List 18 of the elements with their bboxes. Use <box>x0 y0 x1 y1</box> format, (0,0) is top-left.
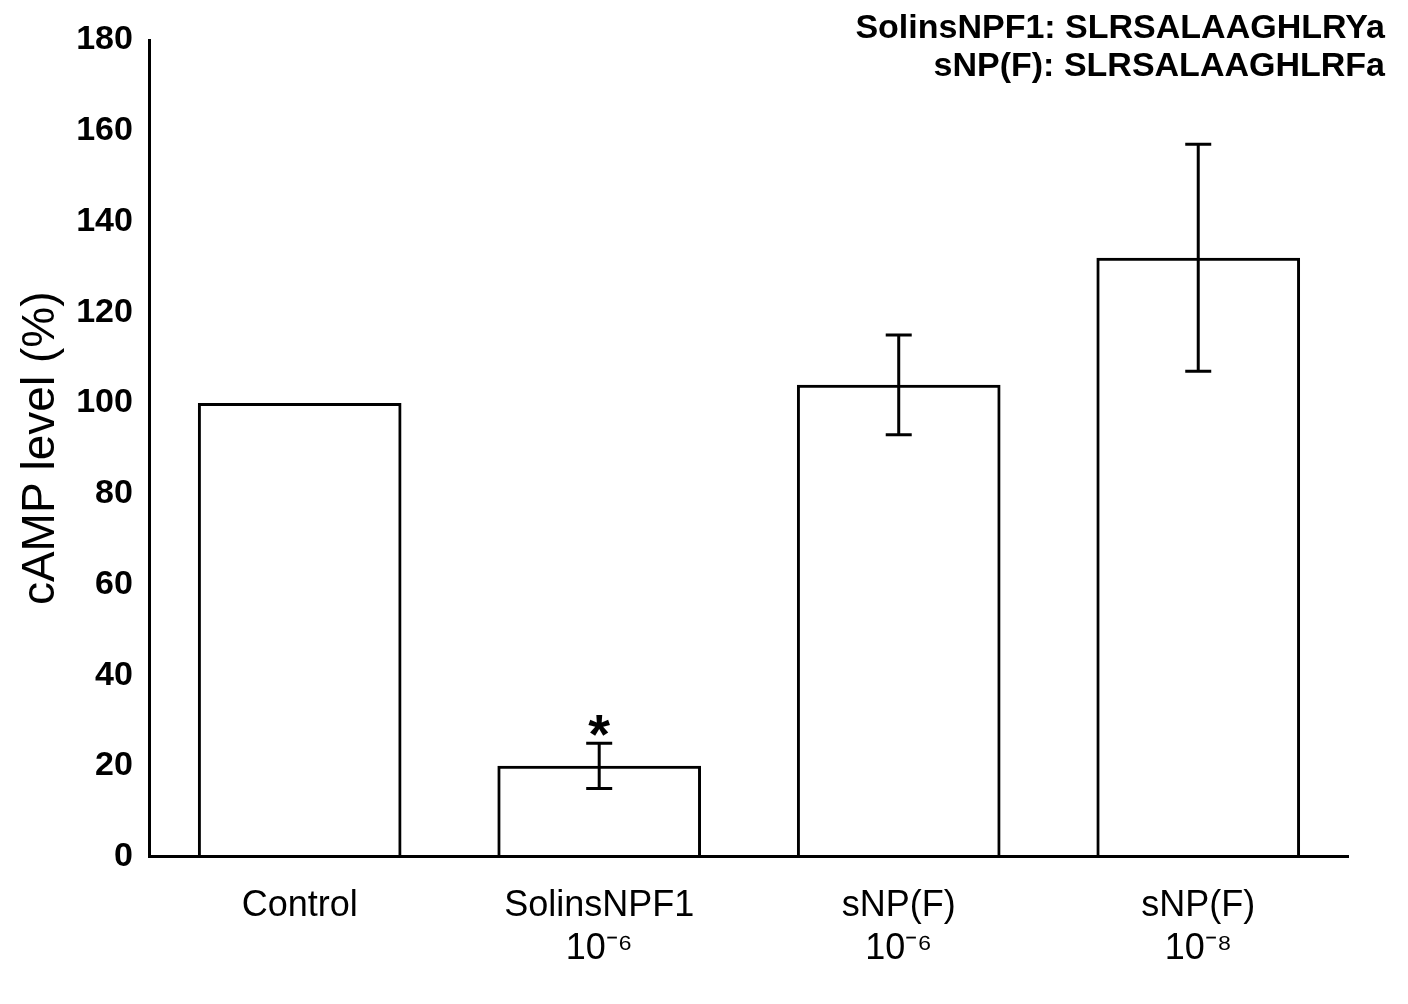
x-tick-label: sNP(F) 10⁻⁸ <box>1141 883 1256 968</box>
annotation: * <box>588 701 611 765</box>
y-tick-label: 40 <box>95 653 133 692</box>
y-tick-label: 80 <box>95 472 133 511</box>
annotation: SolinsNPF1: SLRSALAAGHLRYa <box>855 7 1387 46</box>
annotation: sNP(F): SLRSALAAGHLRFa <box>933 45 1387 84</box>
y-tick-label: 100 <box>76 381 133 420</box>
x-tick-label: SolinsNPF1 10⁻⁶ <box>504 883 695 968</box>
y-tick-label: 120 <box>76 290 133 329</box>
y-tick-label: 20 <box>95 744 133 783</box>
y-tick-label: 140 <box>76 199 133 238</box>
y-tick-label: 60 <box>95 562 133 601</box>
y-tick-label: 160 <box>76 109 133 148</box>
y-tick-label: 0 <box>114 834 133 873</box>
y-tick-label: 180 <box>76 18 133 57</box>
y-axis-title: cAMP level (%) <box>12 291 65 606</box>
x-tick-label: sNP(F) 10⁻⁶ <box>841 883 956 968</box>
x-tick-label: Control <box>241 883 358 925</box>
